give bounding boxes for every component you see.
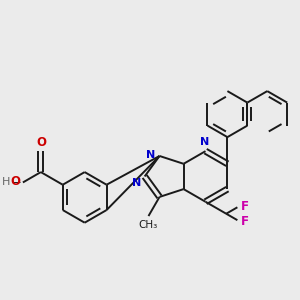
Text: F: F [241,200,249,213]
Text: N: N [132,178,141,188]
Text: N: N [146,150,155,160]
Text: O: O [36,136,46,148]
Text: N: N [200,137,209,148]
Text: CH₃: CH₃ [138,220,157,230]
Text: H: H [2,177,10,187]
Text: F: F [241,214,249,228]
Text: O: O [11,176,21,188]
